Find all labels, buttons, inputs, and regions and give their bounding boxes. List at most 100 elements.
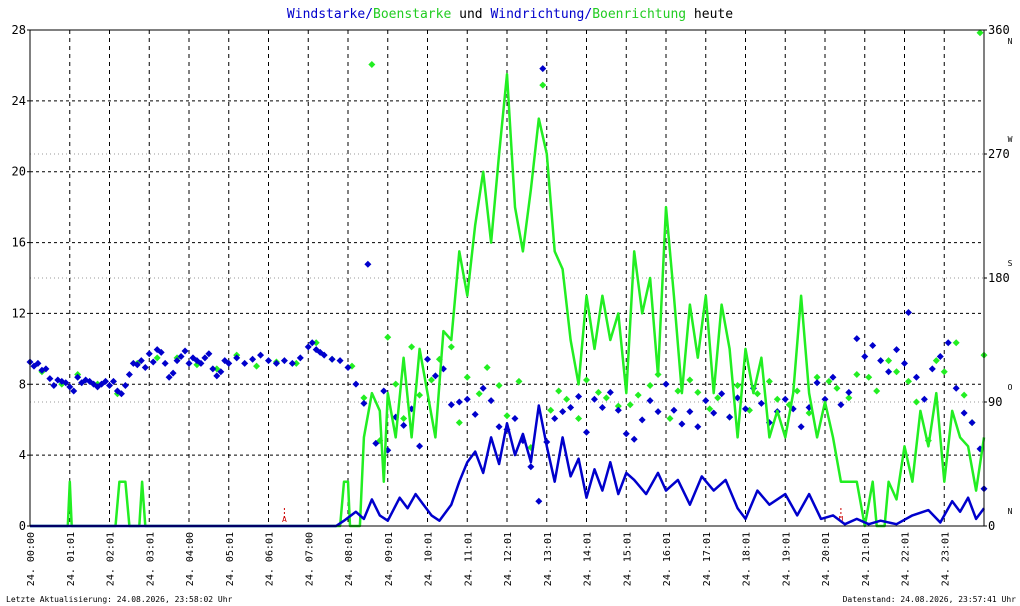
scatter-point: [201, 354, 209, 362]
title-und: und: [451, 7, 490, 22]
scatter-point: [46, 375, 54, 383]
scatter-point: [42, 365, 50, 373]
scatter-point: [797, 423, 805, 431]
scatter-point: [62, 379, 70, 387]
grid: [30, 30, 984, 526]
scatter-point: [821, 395, 829, 403]
scatter-point: [630, 435, 638, 443]
scatter-point: [813, 373, 821, 381]
scatter-point: [106, 381, 113, 389]
scatter-point: [66, 383, 74, 391]
x-tick-label: 24. 07:00: [304, 532, 315, 586]
scatter-point: [718, 390, 726, 398]
scatter-point: [869, 342, 877, 350]
scatter-point: [734, 381, 742, 389]
scatter-point: [165, 373, 173, 381]
scatter-point: [288, 359, 296, 367]
scatter-point: [606, 388, 614, 396]
scatter-point: [575, 392, 583, 400]
scatter-point: [161, 359, 169, 367]
scatter-point: [559, 408, 567, 416]
scatter-point: [694, 388, 702, 396]
x-tick-label: 24. 00:00: [26, 532, 37, 586]
scatter-point: [753, 390, 761, 398]
scatter-point: [312, 339, 320, 347]
scatter-point: [865, 373, 873, 381]
scatter-point: [352, 380, 360, 388]
scatter-point: [133, 361, 141, 369]
scatter-point: [825, 377, 833, 385]
scatter-point: [845, 388, 853, 396]
x-tick-label: 24. 03:01: [145, 532, 156, 586]
scatter-point: [527, 463, 535, 471]
scatter-point: [837, 401, 845, 409]
scatter-point: [475, 390, 483, 398]
scatter-point: [431, 372, 439, 380]
x-tick-label: 24. 19:01: [781, 532, 792, 586]
chart-title: Windstarke/Boenstarke und Windrichtung/B…: [287, 7, 733, 22]
scatter-point: [638, 416, 646, 424]
scatter-point: [928, 365, 936, 373]
scatter-point: [952, 384, 960, 392]
scatter-point: [149, 358, 157, 366]
plot-border: [29, 29, 985, 527]
scatter-point: [952, 339, 960, 347]
scatter-point: [336, 357, 344, 365]
x-tick-label: 24. 23:01: [940, 532, 951, 586]
scatter-point: [885, 357, 893, 365]
scatter-point: [463, 373, 471, 381]
scatter-point: [694, 423, 702, 431]
x-tick-label: 24. 17:01: [702, 532, 713, 586]
scatter-point: [877, 357, 885, 365]
scatter-point: [960, 409, 968, 417]
scatter-point: [515, 377, 523, 385]
scatter-point: [853, 370, 861, 378]
y-left-tick-label: 24: [12, 94, 26, 108]
x-tick-label: 24. 21:01: [861, 532, 872, 586]
scatter-point: [197, 359, 205, 367]
scatter-point: [296, 354, 304, 362]
scatter-point: [714, 394, 722, 402]
scatter-point: [479, 384, 487, 392]
scatter-point: [141, 364, 149, 372]
scatter-point: [833, 384, 841, 392]
scatter-point: [555, 387, 563, 395]
x-tick-label: 24. 08:01: [344, 532, 355, 586]
scatter-point: [646, 397, 654, 405]
scatter-point: [551, 415, 559, 423]
x-tick-label: 24. 12:01: [503, 532, 514, 586]
scatter-point: [487, 397, 495, 405]
scatter-point: [646, 381, 654, 389]
scatter-point: [181, 347, 189, 355]
scatter-point: [594, 388, 602, 396]
scatter-point: [873, 387, 881, 395]
y-right-tick-label: 0: [988, 519, 995, 533]
scatter-point: [634, 391, 642, 399]
scatter-point: [495, 381, 503, 389]
y-left-tick-label: 20: [12, 165, 26, 179]
scatter-point: [427, 376, 435, 384]
scatter-point: [253, 362, 261, 370]
scatter-point: [734, 394, 742, 402]
scatter-point: [424, 355, 431, 363]
scatter-point: [893, 346, 901, 354]
scatter-point: [455, 398, 463, 406]
scatter-point: [360, 399, 368, 407]
scatter-point: [265, 357, 272, 365]
x-tick-label: 24. 22:01: [901, 532, 912, 586]
scatter-point: [408, 343, 416, 351]
scatter-point: [781, 395, 789, 403]
scatter-point: [885, 368, 893, 376]
x-tick-label: 24. 13:01: [543, 532, 554, 586]
scatter-point: [125, 370, 133, 378]
scatter-point: [292, 359, 300, 367]
scatter-point: [272, 359, 280, 367]
scatter-point: [539, 81, 547, 89]
scatter-point: [710, 409, 718, 417]
scatter-point: [563, 395, 571, 403]
scatter-point: [153, 354, 161, 362]
compass-label: W: [1008, 135, 1013, 144]
scatter-point: [622, 430, 630, 438]
sun-marker-label: A: [282, 515, 287, 524]
